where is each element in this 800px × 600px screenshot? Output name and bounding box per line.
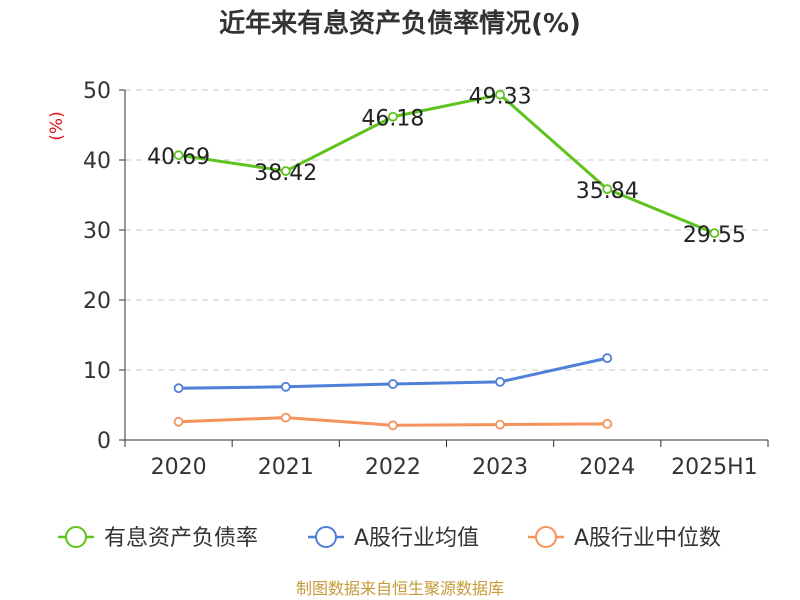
y-tick-label: 0 <box>97 429 111 454</box>
x-tick-label: 2025H1 <box>671 455 758 480</box>
x-tick-label: 2022 <box>365 455 421 480</box>
axes: 0 10 20 30 40 50 2020 2021 2022 2023 2024 2025H1 <box>83 79 769 480</box>
legend-marker <box>315 526 337 548</box>
legend-label: A股行业中位数 <box>574 526 721 551</box>
y-tick-label: 50 <box>83 79 111 104</box>
x-tick-label: 2020 <box>151 455 207 480</box>
chart-title: 近年来有息资产负债率情况(%) <box>219 9 581 39</box>
data-label: 49.33 <box>469 85 532 110</box>
data-point <box>602 353 613 364</box>
y-tick-label: 20 <box>83 289 111 314</box>
data-point <box>388 379 398 389</box>
data-point <box>495 419 505 430</box>
source-note: 制图数据来自恒生聚源数据库 <box>295 579 504 598</box>
x-tick-label: 2024 <box>579 455 635 480</box>
data-point <box>602 184 613 195</box>
data-point <box>602 418 613 429</box>
data-point <box>280 381 291 392</box>
data-label: 38.42 <box>254 161 317 186</box>
legend-marker <box>535 526 557 548</box>
data-point <box>495 376 505 387</box>
legend-label: A股行业均值 <box>354 526 479 551</box>
data-point <box>280 166 291 176</box>
y-tick-label: 40 <box>83 149 111 174</box>
series-lines <box>173 89 720 431</box>
data-label: 40.69 <box>147 145 210 170</box>
data-point <box>495 89 505 100</box>
data-point <box>173 150 184 161</box>
data-label: 46.18 <box>361 107 424 132</box>
grid-lines <box>125 89 768 371</box>
legend-marker <box>65 526 87 548</box>
data-label: 29.55 <box>683 223 746 248</box>
data-point <box>173 383 184 394</box>
y-tick-label: 30 <box>83 219 111 244</box>
data-labels: 40.69 38.42 46.18 49.33 35.84 29.55 <box>147 85 746 248</box>
x-tick-label: 2023 <box>472 455 528 480</box>
series-line <box>178 93 715 235</box>
y-axis-label: (%) <box>47 111 67 140</box>
data-point <box>388 420 398 431</box>
data-label: 35.84 <box>576 179 639 204</box>
legend: 有息资产负债率 A股行业均值 A股行业中位数 <box>58 526 721 551</box>
legend-label: 有息资产负债率 <box>104 526 258 551</box>
data-point <box>173 416 184 427</box>
x-tick-label: 2021 <box>258 455 314 480</box>
data-point <box>709 228 720 239</box>
data-point <box>388 111 398 122</box>
y-tick-label: 10 <box>83 359 111 384</box>
data-point <box>280 412 291 423</box>
